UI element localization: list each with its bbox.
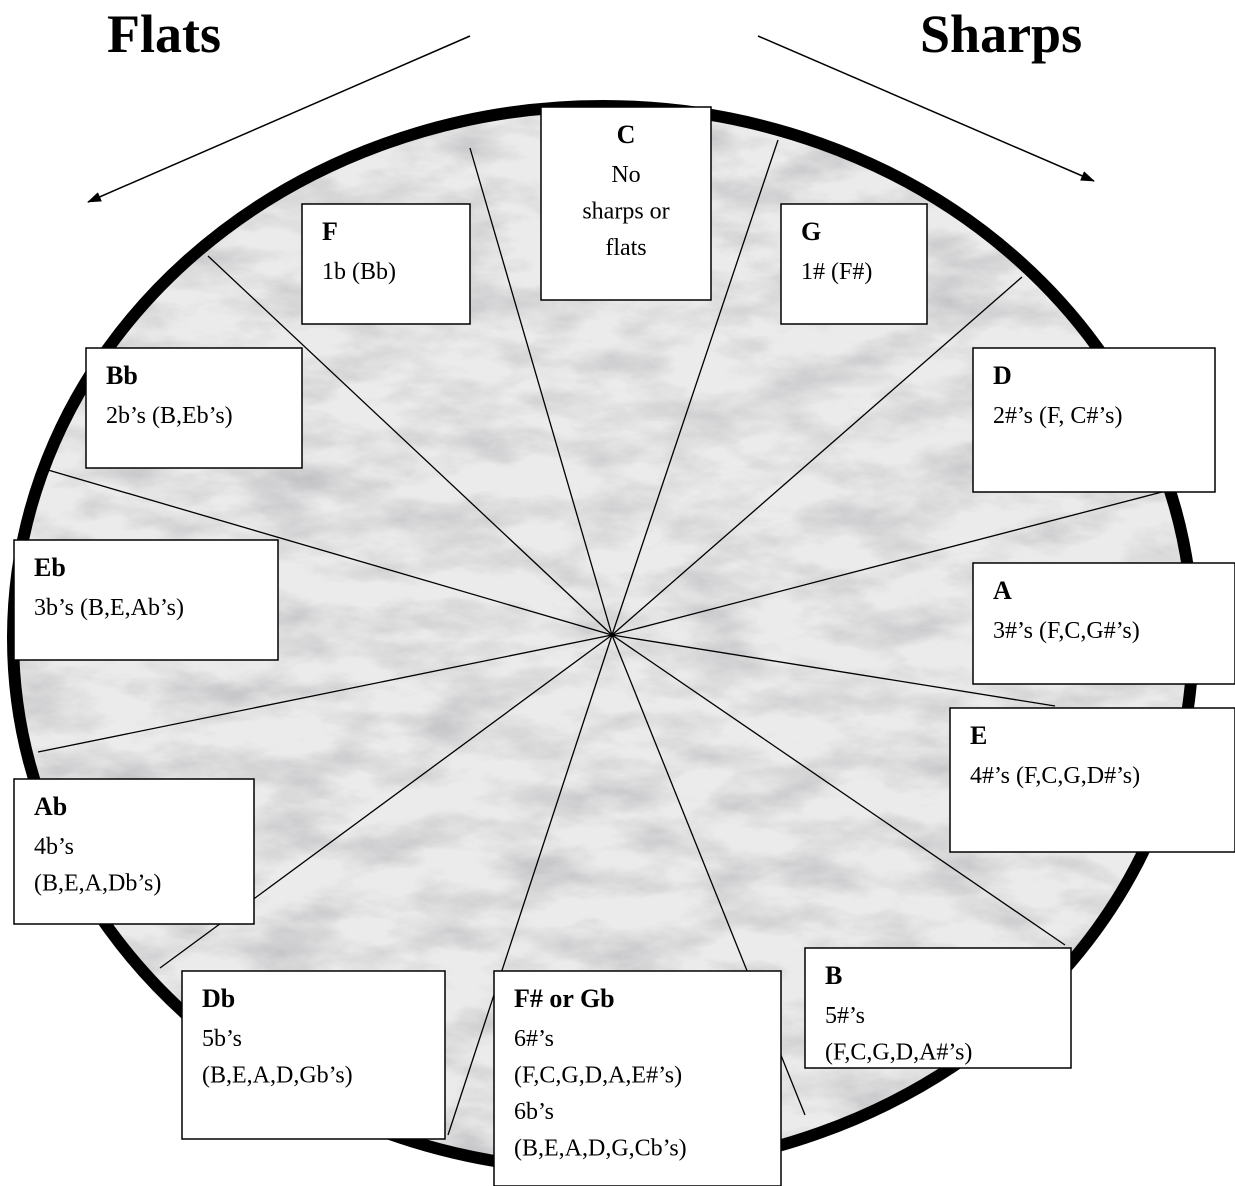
key-signature: 6b’s: [514, 1099, 554, 1125]
key-name: F# or Gb: [514, 984, 615, 1013]
key-name: C: [617, 120, 636, 149]
key-name: Bb: [106, 361, 138, 390]
key-signature: 5#’s: [825, 1003, 865, 1029]
circle-of-fifths: Flats Sharps C No sharps or flats G 1# (F#) D 2…: [0, 0, 1235, 1186]
key-box: A 3#’s (F,C,G#’s): [973, 563, 1235, 684]
key-signature: 5b’s: [202, 1026, 242, 1052]
key-name: Ab: [34, 792, 67, 821]
key-signature: 4#’s (F,C,G,D#’s): [970, 763, 1140, 789]
sharps-heading: Sharps: [920, 4, 1082, 64]
key-box: B 5#’s (F,C,G,D,A#’s): [805, 948, 1071, 1068]
key-signature: 3#’s (F,C,G#’s): [993, 618, 1140, 644]
key-box: D 2#’s (F, C#’s): [973, 348, 1215, 492]
key-box: Ab 4b’s (B,E,A,Db’s): [14, 779, 254, 924]
key-signature: 1b (Bb): [322, 259, 396, 285]
key-box: F 1b (Bb): [302, 204, 470, 324]
key-signature: sharps or: [582, 199, 669, 225]
key-box: Eb 3b’s (B,E,Ab’s): [14, 540, 278, 660]
key-signature: 6#’s: [514, 1026, 554, 1052]
key-name: F: [322, 217, 338, 246]
key-signature: 2b’s (B,Eb’s): [106, 403, 233, 429]
key-signature: (F,C,G,D,A#’s): [825, 1040, 972, 1066]
key-signature: (B,E,A,D,Gb’s): [202, 1063, 353, 1089]
key-signature: 4b’s: [34, 834, 74, 860]
key-name: Db: [202, 984, 235, 1013]
key-box: E 4#’s (F,C,G,D#’s): [950, 708, 1235, 852]
key-box: Bb 2b’s (B,Eb’s): [86, 348, 302, 468]
key-signature: (B,E,A,D,G,Cb’s): [514, 1136, 687, 1162]
key-signature: 2#’s (F, C#’s): [993, 403, 1122, 429]
key-signature: flats: [605, 235, 646, 261]
key-name: Eb: [34, 553, 66, 582]
key-signature: 3b’s (B,E,Ab’s): [34, 595, 184, 621]
key-signature: 1# (F#): [801, 259, 872, 285]
key-box: G 1# (F#): [781, 204, 927, 324]
key-name: D: [993, 361, 1012, 390]
key-name: A: [993, 576, 1012, 605]
flats-heading: Flats: [107, 4, 221, 64]
key-box: Db 5b’s (B,E,A,D,Gb’s): [182, 971, 445, 1139]
key-name: E: [970, 721, 987, 750]
key-signature: (F,C,G,D,A,E#’s): [514, 1063, 682, 1089]
key-name: G: [801, 217, 821, 246]
key-signature: (B,E,A,Db’s): [34, 871, 161, 897]
key-signature: No: [611, 162, 640, 188]
key-box: F# or Gb 6#’s (F,C,G,D,A,E#’s) 6b’s (B,E,A,D…: [494, 971, 781, 1186]
key-name: B: [825, 961, 842, 990]
key-box: C No sharps or flats: [541, 107, 711, 300]
